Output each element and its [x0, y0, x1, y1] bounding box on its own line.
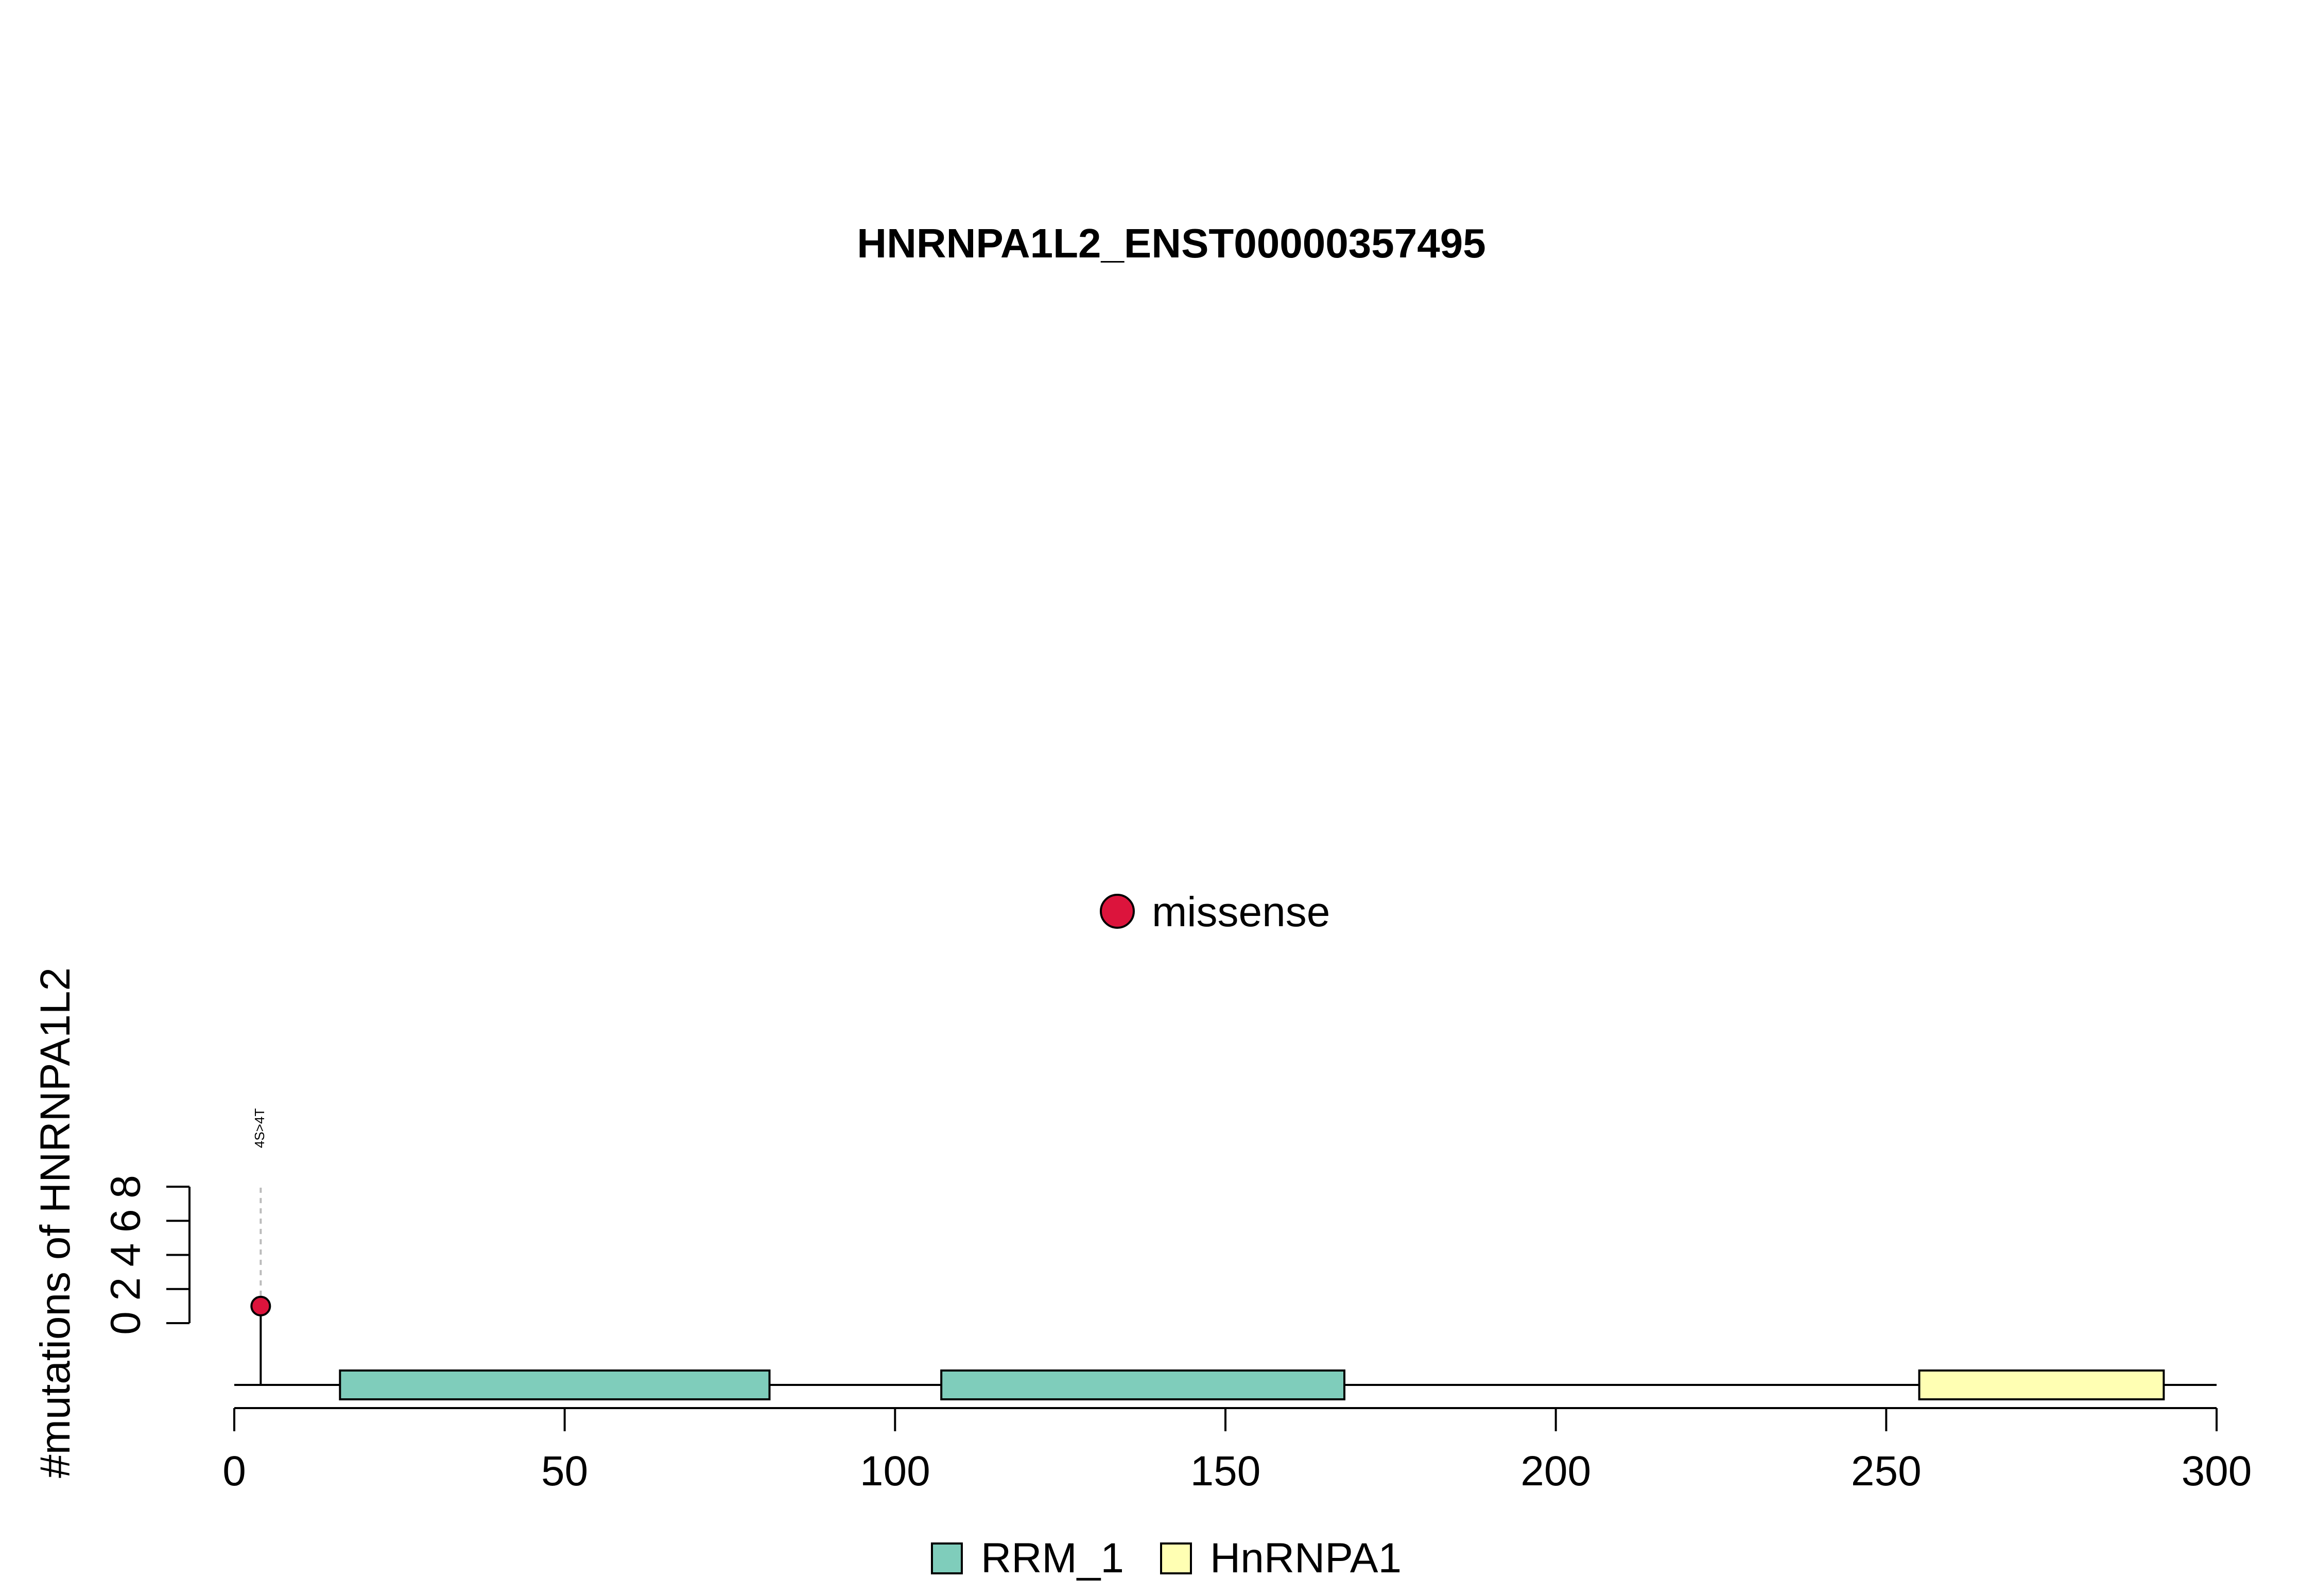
mutation-point — [250, 1295, 271, 1316]
y-tick-label: 0 — [102, 1311, 149, 1335]
y-tick-label: 2 — [102, 1277, 149, 1301]
legend-swatch-rrm-1 — [931, 1542, 963, 1574]
domain-hnrnpa1 — [1918, 1369, 2165, 1400]
x-tick-label: 250 — [1851, 1448, 1922, 1495]
domain-rrm-1 — [940, 1369, 1345, 1400]
chart-title: HNRNPA1L2_ENST00000357495 — [857, 220, 1485, 266]
y-tick-label: 4 — [102, 1243, 149, 1267]
mutation-legend: missense — [1100, 889, 1330, 935]
mutation-label: 4S>4T — [252, 1108, 267, 1148]
x-tick-label: 50 — [541, 1448, 588, 1495]
x-tick-label: 150 — [1190, 1448, 1261, 1495]
protein-backbone-layer — [234, 1369, 2217, 1400]
legend-label-missense: missense — [1152, 889, 1330, 935]
domain-rrm-1 — [339, 1369, 771, 1400]
x-tick-label: 300 — [2182, 1448, 2252, 1495]
x-tick-label: 0 — [222, 1448, 246, 1495]
mutations-layer: 4S>4T — [250, 1108, 271, 1385]
legend-label-rrm-1: RRM_1 — [981, 1535, 1124, 1582]
legend-marker-missense — [1100, 894, 1135, 929]
y-axis-label: #mutations of HNRNPA1L2 — [32, 967, 79, 1478]
legend-swatch-hnrnpa1 — [1160, 1542, 1192, 1574]
y-tick-label: 6 — [102, 1209, 149, 1233]
legend-label-hnrnpa1: HnRNPA1 — [1210, 1535, 1402, 1582]
y-axis: 0 2 4 6 8 — [102, 1175, 191, 1335]
domain-legend: RRM_1 HnRNPA1 — [931, 1535, 1402, 1582]
x-tick-label: 200 — [1520, 1448, 1591, 1495]
y-tick-label: 8 — [102, 1175, 149, 1199]
x-tick-label: 100 — [860, 1448, 930, 1495]
x-axis: 0 50 100 150 200 250 300 — [222, 1407, 2252, 1495]
